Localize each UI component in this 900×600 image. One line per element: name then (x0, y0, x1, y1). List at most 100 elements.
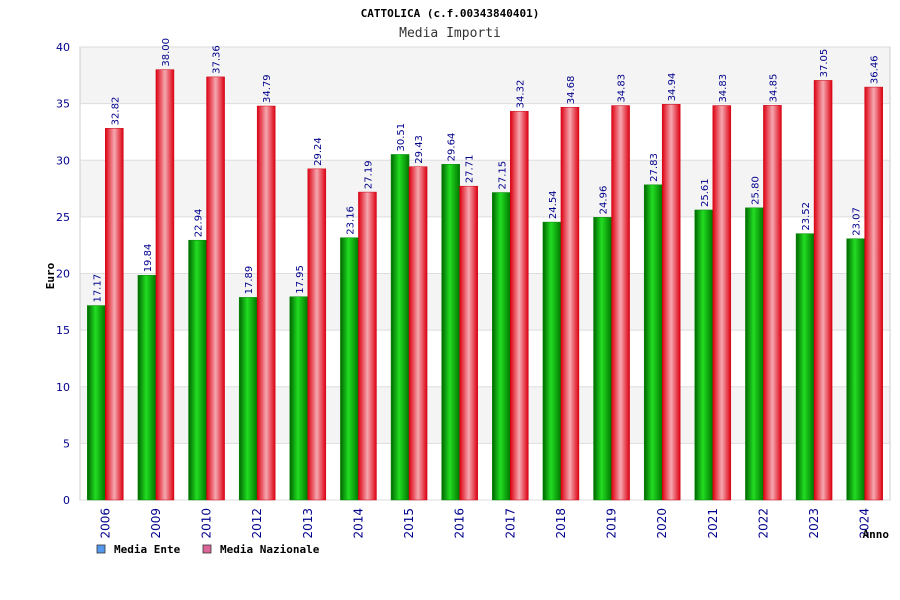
bar-media-ente (238, 297, 258, 501)
bar-media-nazionale (661, 104, 681, 501)
bar-media-ente (542, 221, 562, 501)
bar-media-ente (188, 239, 207, 501)
x-tick-label: 2020 (655, 508, 669, 539)
bar-media-nazionale (358, 191, 377, 501)
x-tick-label: 2013 (301, 508, 315, 539)
bar-media-ente (593, 217, 612, 501)
bar-media-ente (87, 305, 106, 501)
value-label: 29.43 (414, 135, 425, 164)
value-label: 34.83 (617, 74, 628, 103)
y-tick-label: 5 (63, 437, 70, 450)
bar-media-nazionale (408, 166, 428, 501)
x-tick-label: 2014 (351, 508, 365, 539)
bar-media-nazionale (459, 185, 478, 501)
y-tick-label: 0 (63, 494, 70, 507)
x-tick-label: 2015 (402, 508, 416, 539)
value-label: 29.24 (313, 137, 324, 166)
x-tick-label: 2010 (200, 508, 214, 539)
bar-media-ente (137, 275, 157, 501)
y-tick-label: 25 (56, 211, 70, 224)
bar-media-ente (492, 192, 511, 501)
bar-media-nazionale (307, 168, 327, 501)
value-label: 17.89 (244, 266, 255, 295)
legend: Media Ente Media Nazionale (96, 543, 320, 556)
value-label: 38.00 (161, 38, 172, 67)
value-label: 23.16 (345, 206, 356, 235)
bar-media-nazionale (256, 105, 276, 501)
x-tick-label: 2019 (605, 508, 619, 539)
value-label: 27.83 (649, 153, 660, 182)
legend-swatch-media-ente (96, 544, 106, 554)
bar-media-nazionale (813, 80, 833, 501)
bar-media-ente (390, 154, 410, 501)
x-tick-label: 2018 (554, 508, 568, 539)
bar-media-ente (441, 164, 460, 501)
x-tick-label: 2023 (807, 508, 821, 539)
value-label: 22.94 (194, 209, 205, 238)
y-tick-label: 40 (56, 41, 70, 54)
value-label: 25.80 (750, 176, 761, 205)
x-axis-label: Anno (863, 528, 890, 541)
legend-label-media-nazionale: Media Nazionale (220, 543, 320, 556)
chart-subtitle: Media Importi (399, 26, 501, 41)
bar-media-nazionale (105, 128, 124, 501)
bar-media-nazionale (763, 105, 782, 501)
value-label: 34.83 (718, 74, 729, 103)
value-label: 29.64 (447, 133, 458, 162)
x-tick-label: 2017 (503, 508, 517, 539)
value-label: 17.95 (295, 265, 306, 294)
legend-swatch-media-nazionale (202, 544, 212, 554)
value-label: 37.36 (212, 45, 223, 74)
value-label: 30.51 (396, 123, 407, 152)
value-label: 27.19 (363, 160, 374, 189)
bars (87, 69, 883, 501)
x-axis-ticks: 2006 2009 2010 2012 2013 2014 2015 2016 2017 2018… (98, 508, 871, 539)
bar-media-nazionale (206, 76, 225, 501)
value-label: 34.94 (667, 73, 678, 102)
y-tick-label: 35 (56, 98, 70, 111)
bar-media-nazionale (864, 86, 883, 501)
y-axis-label: Euro (44, 262, 57, 289)
bar-media-nazionale (155, 69, 175, 501)
value-label: 37.05 (819, 49, 830, 78)
y-tick-label: 30 (56, 154, 70, 167)
x-tick-label: 2024 (858, 508, 872, 539)
y-tick-label: 10 (56, 381, 70, 394)
value-label: 34.85 (768, 74, 779, 103)
bar-media-ente (846, 238, 865, 501)
value-label: 24.54 (548, 190, 559, 219)
x-tick-label: 2006 (98, 508, 112, 539)
y-axis-ticks: 0 5 10 15 20 25 30 35 40 (56, 41, 70, 507)
chart-title: CATTOLICA (c.f.00343840401) (361, 7, 540, 20)
value-label: 23.52 (801, 202, 812, 231)
bar-media-nazionale (611, 105, 630, 501)
x-tick-label: 2021 (706, 508, 720, 539)
bar-media-nazionale (560, 106, 580, 501)
x-tick-label: 2009 (149, 508, 163, 539)
y-tick-label: 20 (56, 268, 70, 281)
value-label: 24.96 (599, 186, 610, 215)
value-label: 19.84 (143, 244, 154, 273)
x-tick-label: 2012 (250, 508, 264, 539)
bar-media-nazionale (712, 105, 732, 501)
bar-media-ente (694, 209, 714, 501)
bar-media-ente (643, 184, 663, 501)
bar-media-ente (340, 237, 359, 501)
bar-media-ente (745, 207, 764, 501)
value-label: 27.71 (465, 155, 476, 184)
bar-media-nazionale (510, 111, 529, 501)
value-label: 23.07 (852, 207, 863, 236)
value-label: 34.68 (566, 76, 577, 105)
value-labels: 17.17 32.82 19.84 38.00 22.94 37.36 17.89 34.79… (92, 38, 880, 303)
value-label: 25.61 (700, 178, 711, 207)
value-label: 27.15 (497, 161, 508, 190)
bar-media-ente (289, 296, 309, 501)
legend-label-media-ente: Media Ente (114, 543, 181, 556)
y-tick-label: 15 (56, 324, 70, 337)
bar-media-ente (795, 233, 815, 501)
value-label: 34.32 (515, 80, 526, 109)
value-label: 36.46 (870, 55, 881, 84)
x-tick-label: 2022 (756, 508, 770, 539)
x-tick-label: 2016 (453, 508, 467, 539)
